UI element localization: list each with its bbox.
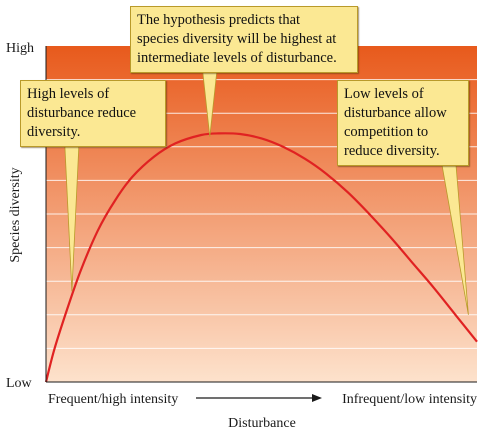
x-direction-arrow-head bbox=[312, 394, 322, 402]
callout-pointers bbox=[64, 71, 469, 315]
y-tick-label-low: Low bbox=[6, 376, 33, 391]
y-tick-label-high: High bbox=[6, 41, 34, 56]
annotation-low-disturbance: Low levels of disturbance allow competit… bbox=[337, 80, 469, 166]
x-tick-label-left: Frequent/high intensity bbox=[48, 392, 178, 407]
x-axis-label: Disturbance bbox=[228, 416, 296, 431]
x-tick-label-right: Infrequent/low intensity bbox=[342, 392, 477, 407]
annotation-high-disturbance: High levels of disturbance reduce divers… bbox=[20, 80, 166, 147]
annotation-hypothesis: The hypothesis predicts that species div… bbox=[130, 6, 358, 73]
series-line-diversity-curve bbox=[44, 132, 478, 383]
y-axis-label: Species diversity bbox=[8, 167, 23, 262]
